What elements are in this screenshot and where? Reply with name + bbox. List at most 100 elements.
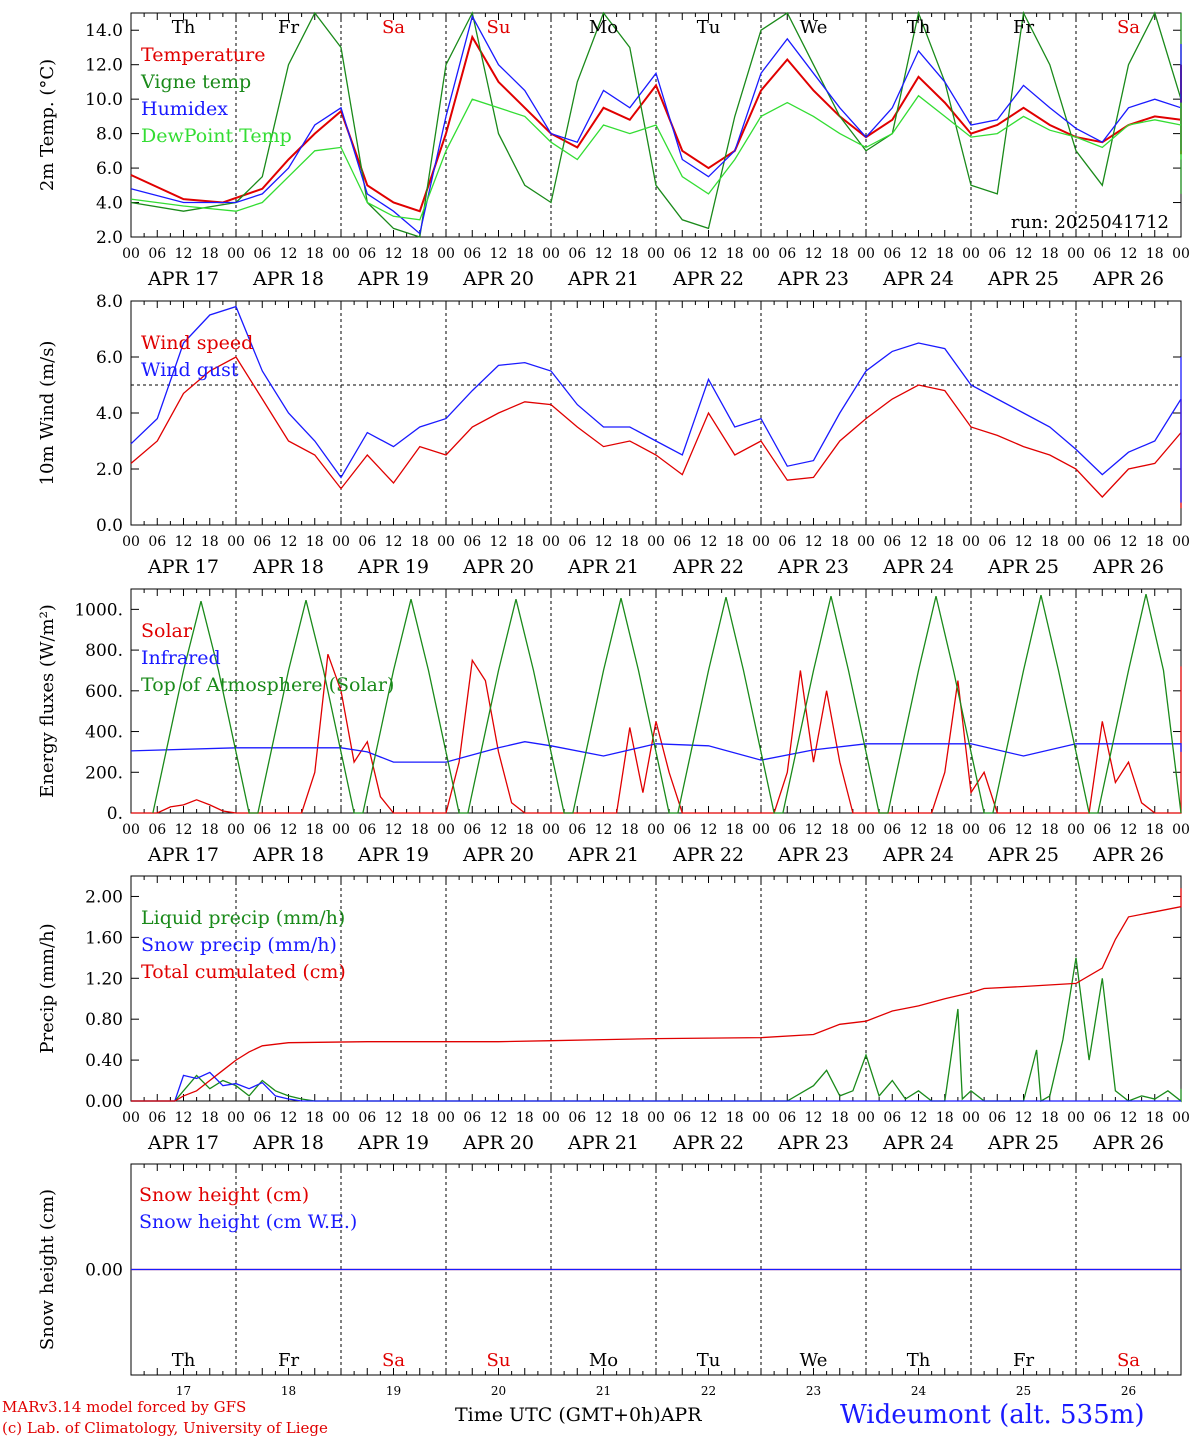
hour-tick-label: 12 bbox=[490, 534, 508, 550]
day-number-label: 22 bbox=[701, 1384, 716, 1398]
hour-tick-label: 18 bbox=[621, 246, 639, 262]
weekday-label: Tu bbox=[697, 17, 721, 38]
hour-tick-label: 12 bbox=[1015, 1110, 1033, 1126]
hour-tick-label: 12 bbox=[595, 246, 613, 262]
hour-tick-label: 06 bbox=[253, 246, 271, 262]
date-label: APR 24 bbox=[882, 556, 954, 578]
time-axis-label: Time UTC (GMT+0h)APR bbox=[455, 1404, 702, 1426]
hour-tick-label: 12 bbox=[805, 1110, 823, 1126]
hour-tick-label: 00 bbox=[1172, 1110, 1190, 1126]
hour-tick-label: 12 bbox=[490, 822, 508, 838]
hour-tick-label: 06 bbox=[1093, 1110, 1111, 1126]
weekday-label: Tu bbox=[697, 1350, 721, 1371]
series-line bbox=[131, 1071, 1181, 1102]
weekday-label: Fr bbox=[1013, 17, 1034, 38]
weekday-label: Su bbox=[487, 1350, 511, 1371]
hour-tick-label: 00 bbox=[122, 534, 140, 550]
hour-tick-label: 12 bbox=[175, 534, 193, 550]
legend-entry: Snow precip (mm/h) bbox=[141, 934, 337, 956]
hour-tick-label: 12 bbox=[175, 1110, 193, 1126]
hour-tick-label: 06 bbox=[988, 534, 1006, 550]
y-tick-label: 200. bbox=[85, 763, 123, 783]
run-annotation: run: 2025041712 bbox=[1011, 212, 1169, 233]
y-tick-label: 0.0 bbox=[96, 516, 123, 536]
series-line bbox=[130, 10, 1182, 238]
hour-tick-label: 00 bbox=[437, 822, 455, 838]
date-label: APR 24 bbox=[882, 1132, 954, 1154]
series-line bbox=[130, 94, 1182, 221]
series-line bbox=[131, 653, 1182, 814]
date-label: APR 23 bbox=[777, 844, 849, 866]
hour-tick-label: 18 bbox=[726, 246, 744, 262]
weekday-label: We bbox=[800, 17, 828, 38]
day-number-label: 25 bbox=[1016, 1384, 1031, 1398]
legend-entry: Total cumulated (cm) bbox=[141, 961, 346, 983]
hour-tick-label: 18 bbox=[621, 1110, 639, 1126]
hour-tick-label: 12 bbox=[490, 1110, 508, 1126]
hour-tick-label: 12 bbox=[805, 534, 823, 550]
y-tick-label: 2.00 bbox=[85, 887, 123, 907]
legend-entry: Liquid precip (mm/h) bbox=[141, 907, 345, 929]
hour-tick-label: 12 bbox=[910, 822, 928, 838]
date-label: APR 21 bbox=[567, 556, 639, 578]
weekday-label: Mo bbox=[589, 1350, 618, 1371]
hour-tick-label: 06 bbox=[253, 534, 271, 550]
y-tick-label: 12.0 bbox=[85, 56, 123, 76]
hour-tick-label: 00 bbox=[857, 534, 875, 550]
hour-tick-label: 06 bbox=[568, 822, 586, 838]
series-line bbox=[130, 305, 1182, 503]
hour-tick-label: 18 bbox=[1146, 1110, 1164, 1126]
day-number-label: 21 bbox=[596, 1384, 611, 1398]
hour-tick-label: 00 bbox=[437, 246, 455, 262]
hour-tick-label: 18 bbox=[1146, 246, 1164, 262]
date-label: APR 17 bbox=[147, 844, 219, 866]
date-label: APR 18 bbox=[252, 556, 324, 578]
y-tick-label: 10.0 bbox=[85, 90, 123, 110]
hour-tick-label: 18 bbox=[306, 246, 324, 262]
hour-tick-label: 00 bbox=[962, 534, 980, 550]
hour-tick-label: 00 bbox=[437, 534, 455, 550]
weekday-label: Th bbox=[907, 17, 931, 38]
hour-tick-label: 12 bbox=[700, 822, 718, 838]
hour-tick-label: 18 bbox=[936, 246, 954, 262]
hour-tick-label: 12 bbox=[595, 1110, 613, 1126]
date-label: APR 17 bbox=[147, 268, 219, 290]
hour-tick-label: 06 bbox=[883, 1110, 901, 1126]
hour-tick-label: 12 bbox=[385, 246, 403, 262]
station-name: Wideumont (alt. 535m) bbox=[840, 1400, 1145, 1430]
date-label: APR 20 bbox=[462, 1132, 534, 1154]
y-axis-label: Precip (mm/h) bbox=[37, 923, 58, 1053]
hour-tick-label: 00 bbox=[857, 822, 875, 838]
y-tick-label: 0.40 bbox=[85, 1051, 123, 1071]
hour-tick-label: 18 bbox=[1041, 822, 1059, 838]
y-axis-label: Snow height (cm) bbox=[37, 1189, 58, 1350]
hour-tick-label: 18 bbox=[201, 534, 219, 550]
date-label: APR 24 bbox=[882, 844, 954, 866]
hour-tick-label: 18 bbox=[621, 822, 639, 838]
y-tick-label: 4.0 bbox=[96, 404, 123, 424]
date-label: APR 26 bbox=[1092, 844, 1164, 866]
weekday-label: Mo bbox=[589, 17, 618, 38]
hour-tick-label: 06 bbox=[358, 534, 376, 550]
hour-tick-label: 18 bbox=[831, 534, 849, 550]
series-line bbox=[131, 888, 1182, 1102]
hour-tick-label: 18 bbox=[621, 534, 639, 550]
legend-entry: Humidex bbox=[141, 98, 228, 120]
hour-tick-label: 06 bbox=[358, 822, 376, 838]
hour-tick-label: 00 bbox=[647, 822, 665, 838]
date-label: APR 18 bbox=[252, 268, 324, 290]
y-axis-label: 2m Temp. (°C) bbox=[37, 59, 58, 191]
hour-tick-label: 00 bbox=[857, 1110, 875, 1126]
date-label: APR 25 bbox=[987, 268, 1059, 290]
y-axis-label: Energy fluxes (W/m²) bbox=[37, 604, 58, 798]
date-label: APR 22 bbox=[672, 844, 744, 866]
y-tick-label: 600. bbox=[85, 682, 123, 702]
hour-tick-label: 06 bbox=[883, 822, 901, 838]
hour-tick-label: 06 bbox=[463, 246, 481, 262]
hour-tick-label: 12 bbox=[175, 822, 193, 838]
hour-tick-label: 12 bbox=[1015, 246, 1033, 262]
hour-tick-label: 12 bbox=[700, 534, 718, 550]
date-label: APR 20 bbox=[462, 556, 534, 578]
hour-tick-label: 00 bbox=[122, 246, 140, 262]
time-axis-title: Time UTC (GMT+0h) bbox=[455, 1404, 661, 1426]
